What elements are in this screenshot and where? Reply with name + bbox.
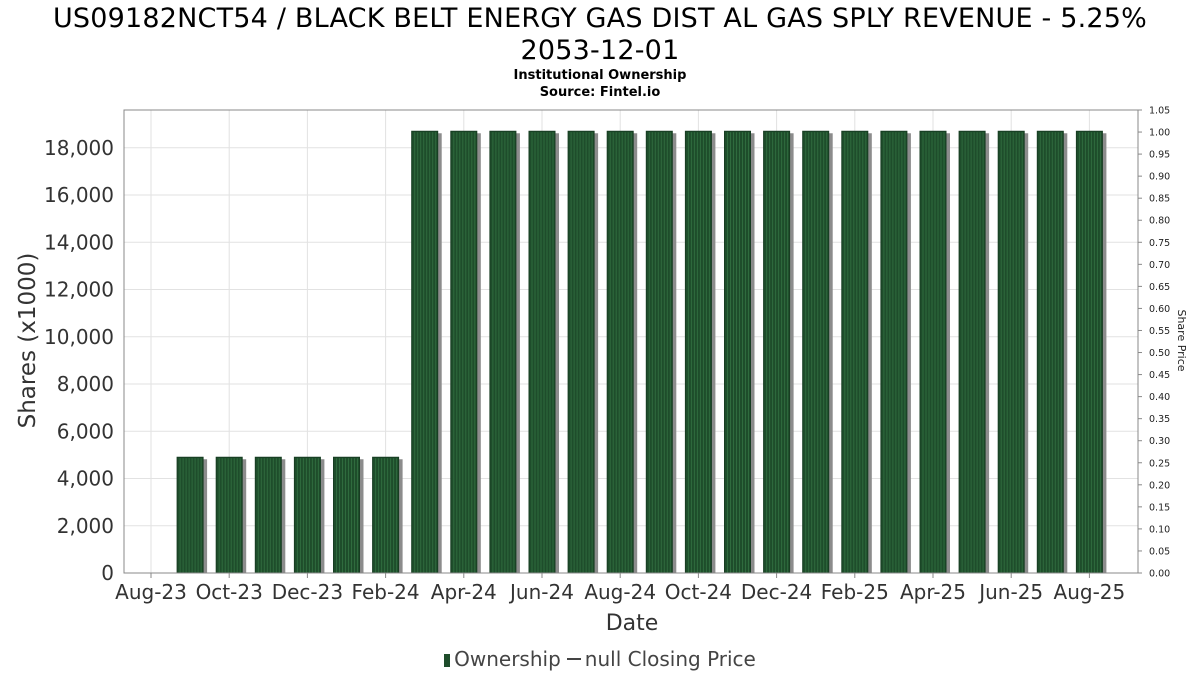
x-tick-label: Feb-24 (352, 580, 420, 604)
ownership-bar (684, 130, 712, 574)
ownership-bar (293, 456, 321, 574)
y2-tick-label: 0.55 (1149, 326, 1170, 337)
x-tick-label: Aug-23 (115, 580, 187, 604)
y2-tick-label: 0.80 (1149, 216, 1170, 227)
x-tick-label: Dec-23 (272, 580, 343, 604)
ownership-bar (489, 130, 517, 574)
y2-tick-label: 1.00 (1149, 128, 1170, 139)
x-tick-label: Oct-23 (196, 580, 263, 604)
y2-tick-label: 0.05 (1149, 546, 1170, 557)
y-tick-label: 14,000 (44, 230, 114, 254)
ownership-chart: 0 2,000 4,000 6,000 8,000 10,000 12,000 14,000 1… (15, 106, 1188, 637)
x-tick-label: Oct-24 (665, 580, 732, 604)
x-tick-label: Jun-25 (977, 580, 1043, 604)
ownership-bar (997, 130, 1025, 574)
y2-tick-label: 0.10 (1149, 524, 1170, 535)
ownership-bar (1036, 130, 1064, 574)
ownership-bar (1075, 130, 1103, 574)
ownership-legend-swatch (444, 654, 451, 667)
y2-tick-label: 0.65 (1149, 282, 1170, 293)
y2-tick-label: 0.20 (1149, 480, 1170, 491)
y-tick-label: 12,000 (44, 278, 114, 302)
y2-tick-label: 0.15 (1149, 502, 1170, 513)
ownership-bar (450, 130, 478, 574)
ownership-bar (254, 456, 282, 574)
x-tick-label: Feb-25 (821, 580, 889, 604)
y-tick-label: 10,000 (44, 325, 114, 349)
ownership-bar (176, 456, 204, 574)
ownership-bar (880, 130, 908, 574)
x-tick-label: Aug-24 (584, 580, 656, 604)
y2-tick-label: 0.60 (1149, 304, 1170, 315)
ownership-bar (215, 456, 243, 574)
ownership-bar (567, 130, 595, 574)
y2-tick-label: 0.30 (1149, 436, 1170, 447)
ownership-bar (919, 130, 947, 574)
y2-tick-label: 0.95 (1149, 150, 1170, 161)
y2-tick-label: 0.45 (1149, 370, 1170, 381)
chart-title-line2: 2053-12-01 (520, 35, 680, 66)
y-tick-label: 0 (101, 561, 114, 585)
ownership-bar (333, 456, 360, 574)
ownership-bar (528, 130, 556, 574)
ownership-bar (958, 130, 986, 574)
legend: Ownership null Closing Price (0, 647, 1200, 671)
chart-title: US09182NCT54 / BLACK BELT ENERGY GAS DIS… (0, 3, 1200, 67)
y2-tick-label: 0.25 (1149, 458, 1170, 469)
y2-tick-label: 0.40 (1149, 392, 1170, 403)
y2-axis-title: Share Price (1175, 309, 1188, 371)
x-tick-label: Apr-25 (900, 580, 966, 604)
price-legend-line (566, 658, 581, 660)
chart-title-line1: US09182NCT54 / BLACK BELT ENERGY GAS DIS… (52, 3, 1148, 34)
y-tick-label: 4,000 (57, 467, 114, 491)
y2-tick-label: 1.05 (1149, 106, 1170, 117)
y-tick-label: 18,000 (44, 136, 114, 160)
price-legend-label: null Closing Price (584, 647, 756, 671)
ownership-bar (645, 130, 673, 574)
y-axis-title: Shares (x1000) (15, 253, 41, 429)
y2-tick-label: 0.50 (1149, 348, 1170, 359)
x-tick-label: Dec-24 (741, 580, 812, 604)
plot-border (123, 109, 1139, 574)
y2-tick-label: 0.00 (1149, 569, 1170, 580)
y-tick-label: 16,000 (44, 183, 114, 207)
ownership-bar (606, 130, 634, 574)
ownership-bar (763, 130, 791, 574)
ownership-bar (411, 130, 439, 574)
y-tick-label: 2,000 (57, 514, 114, 538)
x-tick-label: Jun-24 (508, 580, 574, 604)
chart-source: Source: Fintel.io (539, 85, 661, 100)
y2-tick-label: 0.70 (1149, 260, 1170, 271)
ownership-bar (841, 130, 869, 574)
y2-tick-label: 0.75 (1149, 238, 1170, 249)
x-tick-label: Aug-25 (1054, 580, 1126, 604)
ownership-bar (724, 130, 751, 574)
y-tick-label: 6,000 (57, 419, 114, 443)
chart-subtitle: Institutional Ownership (513, 68, 687, 83)
x-axis-title: Date (606, 611, 659, 636)
y-tick-label: 8,000 (57, 372, 114, 396)
y2-tick-label: 0.85 (1149, 194, 1170, 205)
ownership-bar (802, 130, 830, 574)
y2-tick-label: 0.35 (1149, 414, 1170, 425)
ownership-legend-label: Ownership (454, 647, 561, 671)
y2-tick-label: 0.90 (1149, 172, 1170, 183)
x-tick-label: Apr-24 (431, 580, 497, 604)
ownership-bar (372, 456, 400, 574)
